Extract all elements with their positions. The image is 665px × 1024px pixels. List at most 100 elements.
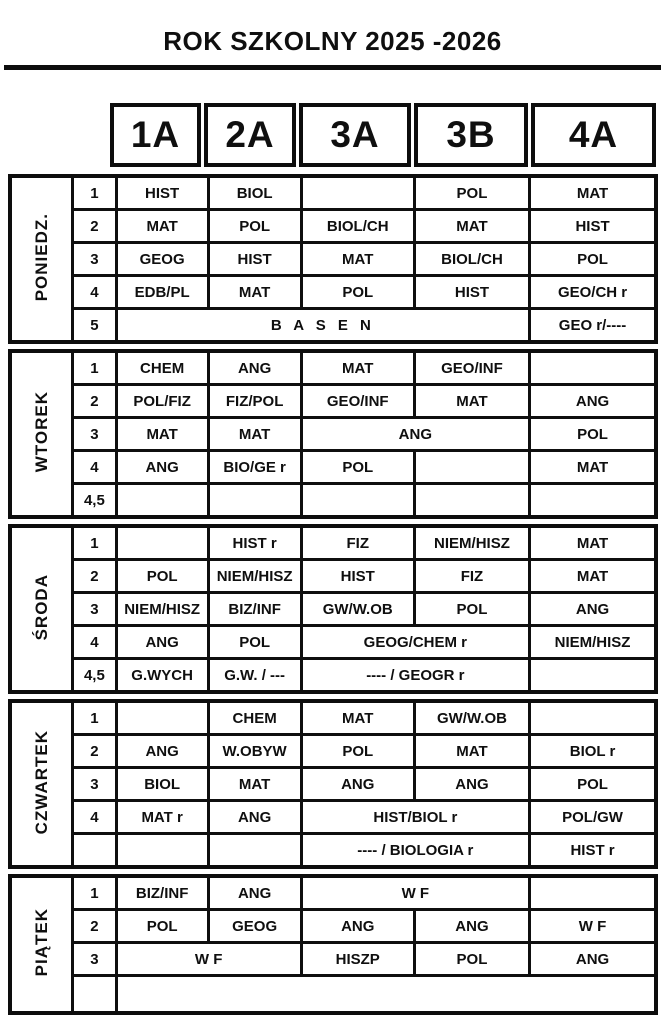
period-number: 4 xyxy=(71,274,118,310)
lesson-cell xyxy=(299,482,416,519)
lesson-cell: MAT xyxy=(412,733,532,769)
period-number: 2 xyxy=(71,208,118,244)
lesson-cell: MAT xyxy=(206,766,303,802)
lesson-cell: POL xyxy=(206,208,303,244)
lesson-cell: ANG xyxy=(114,733,210,769)
day-label-text: WTOREK xyxy=(31,391,51,473)
period-number: 4,5 xyxy=(71,482,118,519)
lesson-cell: GW/W.OB xyxy=(412,699,532,736)
lesson-cell: W F xyxy=(114,941,303,977)
lesson-cell: MAT xyxy=(114,208,210,244)
blocked-slot xyxy=(114,699,210,736)
lesson-cell: ANG xyxy=(412,908,532,944)
lesson-cell: W.OBYW xyxy=(206,733,303,769)
lesson-cell: POL xyxy=(299,733,416,769)
page-title: ROK SZKOLNY 2025 -2026 xyxy=(163,26,502,56)
period-number: 1 xyxy=(71,699,118,736)
day-label: CZWARTEK xyxy=(8,699,75,869)
lesson-cell: ANG xyxy=(299,766,416,802)
lesson-cell: POL xyxy=(206,624,303,660)
period-number: 3 xyxy=(71,941,118,977)
lesson-cell: ANG xyxy=(299,416,532,452)
lesson-cell: ANG xyxy=(114,449,210,485)
lesson-cell: HIST xyxy=(206,241,303,277)
lesson-cell xyxy=(206,482,303,519)
period-number: 2 xyxy=(71,908,118,944)
lesson-cell: HIST r xyxy=(528,832,658,869)
lesson-cell: GEOG/CHEM r xyxy=(299,624,532,660)
lesson-cell: BIOL xyxy=(206,174,303,211)
day-label-text: ŚRODA xyxy=(31,573,51,641)
blocked-slot xyxy=(528,349,658,386)
period-number: 4 xyxy=(71,624,118,660)
lesson-cell: GW/W.OB xyxy=(299,591,416,627)
lesson-cell: BIO/GE r xyxy=(206,449,303,485)
lesson-cell: MAT xyxy=(528,174,658,211)
lesson-cell xyxy=(528,657,658,694)
lesson-cell: POL xyxy=(528,766,658,802)
lesson-cell: NIEM/HISZ xyxy=(412,524,532,561)
period-number: 1 xyxy=(71,349,118,386)
lesson-cell: ANG xyxy=(299,908,416,944)
lesson-cell: W F xyxy=(528,908,658,944)
lesson-cell: ANG xyxy=(412,766,532,802)
lesson-cell: FIZ xyxy=(299,524,416,561)
lesson-cell xyxy=(412,482,532,519)
lesson-cell: HIST xyxy=(412,274,532,310)
lesson-cell: BIOL r xyxy=(528,733,658,769)
lesson-cell: CHEM xyxy=(114,349,210,386)
period-number: 3 xyxy=(71,591,118,627)
lesson-cell: MAT xyxy=(528,524,658,561)
lesson-cell: MAT xyxy=(299,349,416,386)
lesson-cell: MAT xyxy=(206,274,303,310)
lesson-cell: POL xyxy=(299,449,416,485)
lesson-cell: POL xyxy=(299,274,416,310)
lesson-cell: GEO/CH r xyxy=(528,274,658,310)
class-header-3b: 3B xyxy=(414,103,528,167)
lesson-cell: MAT xyxy=(528,449,658,485)
period-number: 1 xyxy=(71,524,118,561)
day-block-poniedzialek: PONIEDZ. 1 HIST BIOL POL MAT 2 MAT POL B… xyxy=(8,174,658,344)
lesson-cell: POL xyxy=(528,416,658,452)
lesson-cell-basen: B A S E N xyxy=(114,307,532,344)
lesson-cell: ---- / GEOGR r xyxy=(299,657,532,694)
lesson-cell: NIEM/HISZ xyxy=(114,591,210,627)
day-label-text: PIĄTEK xyxy=(31,908,51,977)
period-number: 4 xyxy=(71,449,118,485)
lesson-cell xyxy=(114,974,658,1015)
day-block-sroda: ŚRODA 1 HIST r FIZ NIEM/HISZ MAT 2 POL N… xyxy=(8,524,658,694)
day-block-czwartek: CZWARTEK 1 CHEM MAT GW/W.OB 2 ANG W.OBYW… xyxy=(8,699,658,869)
day-block-piatek: PIĄTEK 1 BIZ/INF ANG W F 2 POL GEOG ANG … xyxy=(8,874,658,1015)
period-number: 3 xyxy=(71,241,118,277)
lesson-cell: G.WYCH xyxy=(114,657,210,694)
lesson-cell: POL xyxy=(412,941,532,977)
lesson-cell: MAT xyxy=(206,416,303,452)
period-number: 1 xyxy=(71,874,118,911)
period-number: 3 xyxy=(71,766,118,802)
lesson-cell: ANG xyxy=(206,874,303,911)
blocked-slot xyxy=(528,699,658,736)
lesson-cell: NIEM/HISZ xyxy=(528,624,658,660)
class-header-row: 1A 2A 3A 3B 4A xyxy=(110,103,665,167)
period-number: 1 xyxy=(71,174,118,211)
period-number: 2 xyxy=(71,383,118,419)
lesson-cell: POL xyxy=(528,241,658,277)
class-header-3a: 3A xyxy=(299,103,411,167)
lesson-cell: GEOG xyxy=(114,241,210,277)
lesson-cell: POL/GW xyxy=(528,799,658,835)
lesson-cell: POL xyxy=(114,908,210,944)
lesson-cell: MAT xyxy=(412,383,532,419)
lesson-cell: HIST/BIOL r xyxy=(299,799,532,835)
day-label: PONIEDZ. xyxy=(8,174,75,344)
lesson-cell: ---- / BIOLOGIA r xyxy=(299,832,532,869)
lesson-cell xyxy=(528,482,658,519)
lesson-cell: W F xyxy=(299,874,532,911)
blocked-slot xyxy=(114,524,210,561)
lesson-cell: MAT xyxy=(412,208,532,244)
lesson-cell: FIZ/POL xyxy=(206,383,303,419)
lesson-cell xyxy=(412,449,532,485)
period-number xyxy=(71,974,118,1015)
day-label: WTOREK xyxy=(8,349,75,519)
period-number: 2 xyxy=(71,558,118,594)
